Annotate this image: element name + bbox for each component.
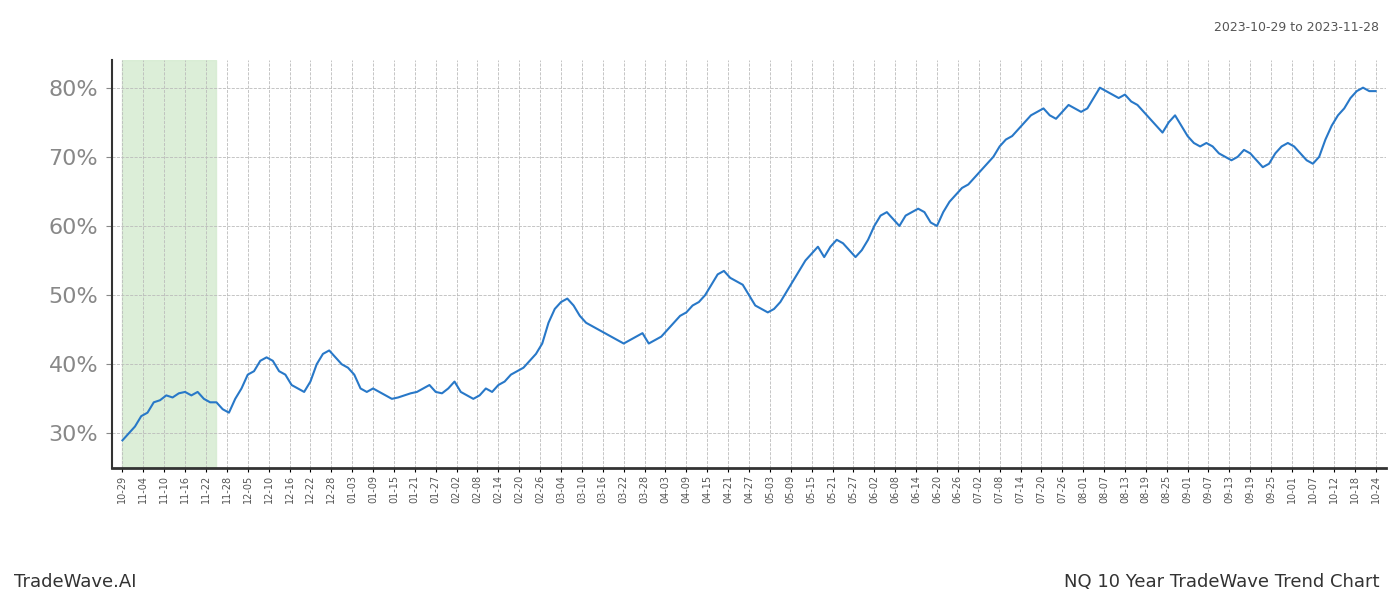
Text: TradeWave.AI: TradeWave.AI: [14, 573, 137, 591]
Text: 2023-10-29 to 2023-11-28: 2023-10-29 to 2023-11-28: [1214, 21, 1379, 34]
Bar: [122, 60, 217, 468]
Text: NQ 10 Year TradeWave Trend Chart: NQ 10 Year TradeWave Trend Chart: [1064, 573, 1379, 591]
